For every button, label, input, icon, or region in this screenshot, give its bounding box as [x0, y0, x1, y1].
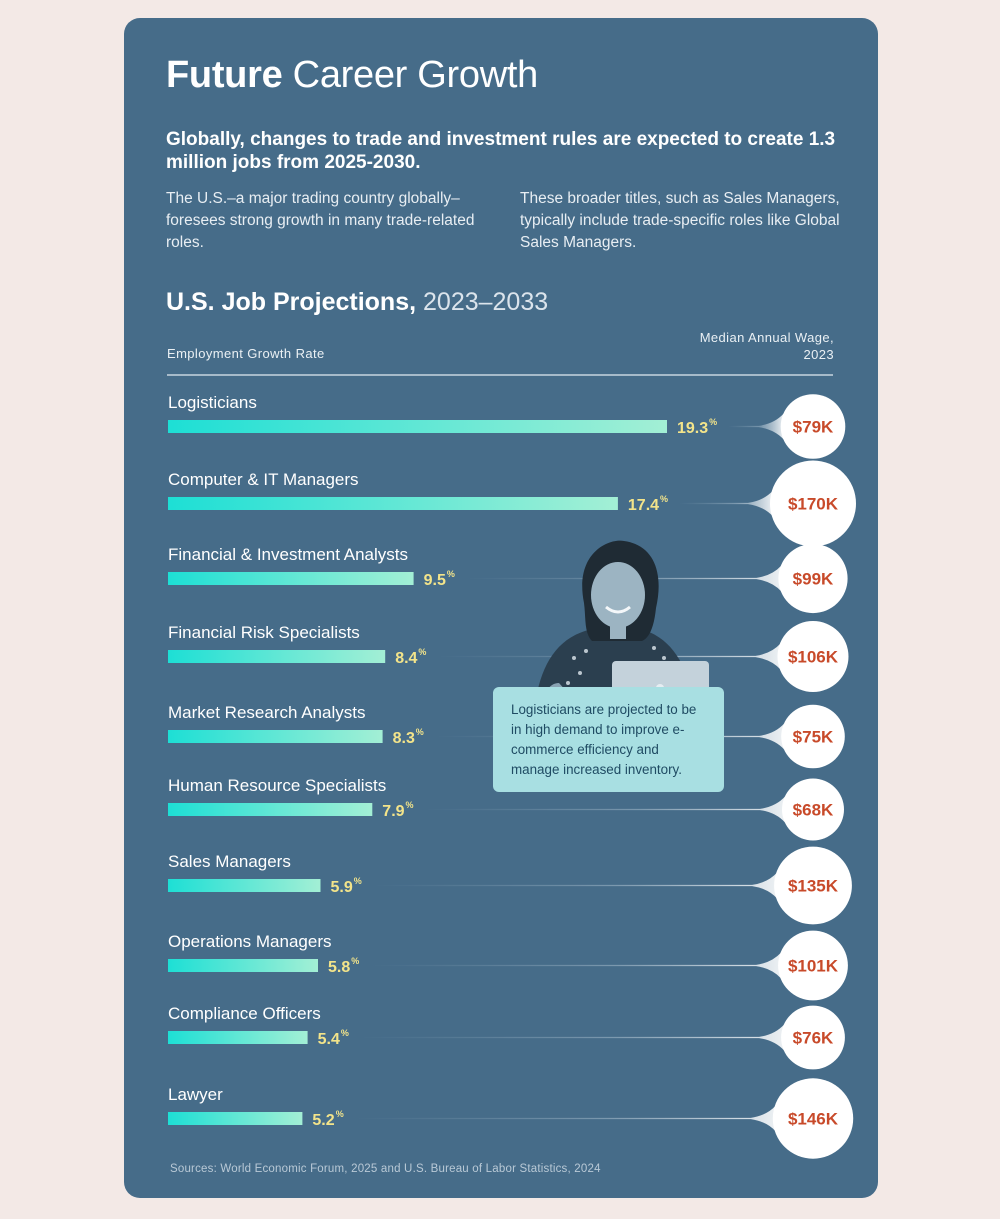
wage-connector — [370, 952, 782, 979]
value-label: 5.2 — [312, 1112, 334, 1129]
percent-sign: % — [447, 569, 455, 579]
value-label: 7.9 — [382, 803, 404, 820]
chart-title-years: 2023–2033 — [416, 288, 549, 316]
wage-connector — [359, 1024, 785, 1051]
wage-connector — [728, 413, 784, 440]
wage-connector — [372, 872, 778, 899]
wage-label: $76K — [793, 1029, 834, 1048]
category-label: Logisticians — [168, 393, 257, 412]
category-label: Computer & IT Managers — [168, 470, 359, 489]
chart-title: U.S. Job Projections, 2023–2033 — [166, 288, 548, 317]
category-label: Sales Managers — [168, 852, 291, 871]
value-label: 17.4 — [628, 497, 659, 514]
wage-connector — [354, 1105, 776, 1132]
wage-label: $79K — [793, 418, 834, 437]
percent-sign: % — [418, 647, 426, 657]
wage-bubble — [777, 621, 849, 692]
category-label: Human Resource Specialists — [168, 776, 386, 795]
category-label: Market Research Analysts — [168, 703, 365, 722]
percent-sign: % — [416, 727, 424, 737]
value-label: 8.4 — [395, 650, 417, 667]
title-bold: Future — [166, 54, 283, 96]
source-note: Sources: World Economic Forum, 2025 and … — [170, 1163, 601, 1175]
wage-connector — [424, 796, 785, 823]
wage-bubble — [780, 394, 846, 459]
wage-bubble — [781, 1005, 845, 1070]
wage-label: $170K — [788, 495, 839, 514]
chart-title-bold: U.S. Job Projections, — [166, 288, 417, 316]
category-label: Operations Managers — [168, 932, 331, 951]
intro-right-text: These broader titles, such as Sales Mana… — [520, 190, 840, 251]
wage-bubble — [770, 460, 856, 547]
bar — [168, 497, 618, 510]
wage-bubble — [778, 930, 848, 1001]
wage-label: $68K — [793, 801, 834, 820]
wage-label: $99K — [793, 570, 834, 589]
woman-with-laptop-photo — [534, 540, 709, 713]
wage-bubble — [774, 846, 852, 925]
value-label: 5.8 — [328, 959, 350, 976]
percent-sign: % — [351, 956, 359, 966]
headline: Globally, changes to trade and investmen… — [166, 129, 836, 173]
percent-sign: % — [406, 800, 414, 810]
page-title: Future Career Growth — [166, 54, 538, 97]
bar — [168, 959, 318, 972]
wage-label: $146K — [788, 1110, 839, 1129]
bar — [168, 1031, 308, 1044]
wage-bubble — [782, 778, 844, 841]
percent-sign: % — [354, 876, 362, 886]
bar — [168, 803, 373, 816]
wage-label: $75K — [793, 728, 834, 747]
wage-bubble — [772, 1078, 854, 1159]
category-label: Financial & Investment Analysts — [168, 545, 408, 564]
intro-left-text: The U.S.–a major trading country globall… — [166, 190, 475, 251]
bar — [168, 1112, 303, 1125]
value-label: 9.5 — [424, 572, 446, 589]
percent-sign: % — [709, 417, 717, 427]
value-label: 8.3 — [393, 730, 415, 747]
category-label: Lawyer — [168, 1085, 223, 1104]
axis-label-wage: Median Annual Wage, 2023 — [699, 330, 834, 362]
bar-chart: Logisticians 19.3% $79K Computer & IT Manag… — [167, 374, 856, 1159]
percent-sign: % — [341, 1028, 349, 1038]
infographic-card: Future Career Growth Globally, changes t… — [124, 18, 878, 1198]
category-label: Compliance Officers — [168, 1004, 321, 1023]
value-label: 5.4 — [318, 1031, 340, 1048]
percent-sign: % — [336, 1109, 344, 1119]
bar — [168, 730, 383, 743]
logisticians-callout: Logisticians are projected to be in high… — [493, 687, 724, 792]
value-label: 5.9 — [331, 879, 353, 896]
value-label: 19.3 — [677, 420, 708, 437]
wage-label: $101K — [788, 957, 839, 976]
bar — [168, 879, 321, 892]
wage-bubble — [778, 543, 848, 614]
bar — [168, 650, 386, 663]
wage-label: $135K — [788, 877, 839, 896]
axis-label-growth: Employment Growth Rate — [167, 346, 325, 361]
wage-label: $106K — [788, 648, 839, 667]
title-rest: Career Growth — [282, 54, 539, 96]
bar — [168, 420, 667, 433]
percent-sign: % — [660, 494, 668, 504]
category-label: Financial Risk Specialists — [168, 623, 360, 642]
bar — [168, 572, 414, 585]
wage-bubble — [781, 704, 845, 769]
wage-connector — [679, 490, 773, 517]
